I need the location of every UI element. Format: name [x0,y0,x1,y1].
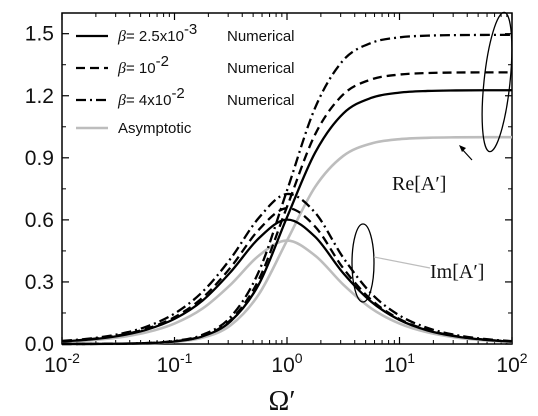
series-3-re-line [61,33,513,346]
re-annotation-ellipse [481,11,513,153]
y-tick-label: 0.6 [25,209,54,232]
legend-suffix-1: Numerical [227,28,295,45]
x-axis-label: Ω′ [269,386,296,416]
series-4-im-line [61,239,513,344]
series-layer [61,33,513,346]
re-annotation-label: Re[A′] [392,173,446,195]
legend-suffix-3: Numerical [227,92,295,109]
x-tick-label: 100 [271,350,302,377]
im-annotation-label: Im[A′] [430,261,484,283]
im-annotation-ellipse [351,223,375,303]
legend-label-2: β= 10-2 [117,53,169,77]
y-tick-label: 0.0 [25,333,54,356]
legend-label-4: Asymptotic [118,120,192,137]
x-tick-label: 101 [384,350,415,377]
re-annotation-arrowhead [459,145,466,152]
y-tick-label: 0.9 [25,147,54,170]
series-2-re-line [61,71,513,346]
x-tick-label: 102 [496,350,527,377]
series-2-im-line [61,207,513,343]
series-3-im-line [61,192,513,343]
y-tick-label: 1.2 [25,85,54,108]
annotations: Re[A′] Im[A′] [351,11,513,303]
y-tick-label: 1.5 [25,23,54,46]
legend-suffix-2: Numerical [227,60,295,77]
legend-label-1: β= 2.5x10-3 [117,21,197,45]
legend: β= 2.5x10-3 Numerical β= 10-2 Numerical β= 4… [76,21,295,137]
y-tick-label: 0.3 [25,271,54,294]
x-tick-label: 10-1 [157,350,193,377]
im-annotation-pointer [373,256,431,269]
legend-label-3: β= 4x10-2 [117,85,185,109]
